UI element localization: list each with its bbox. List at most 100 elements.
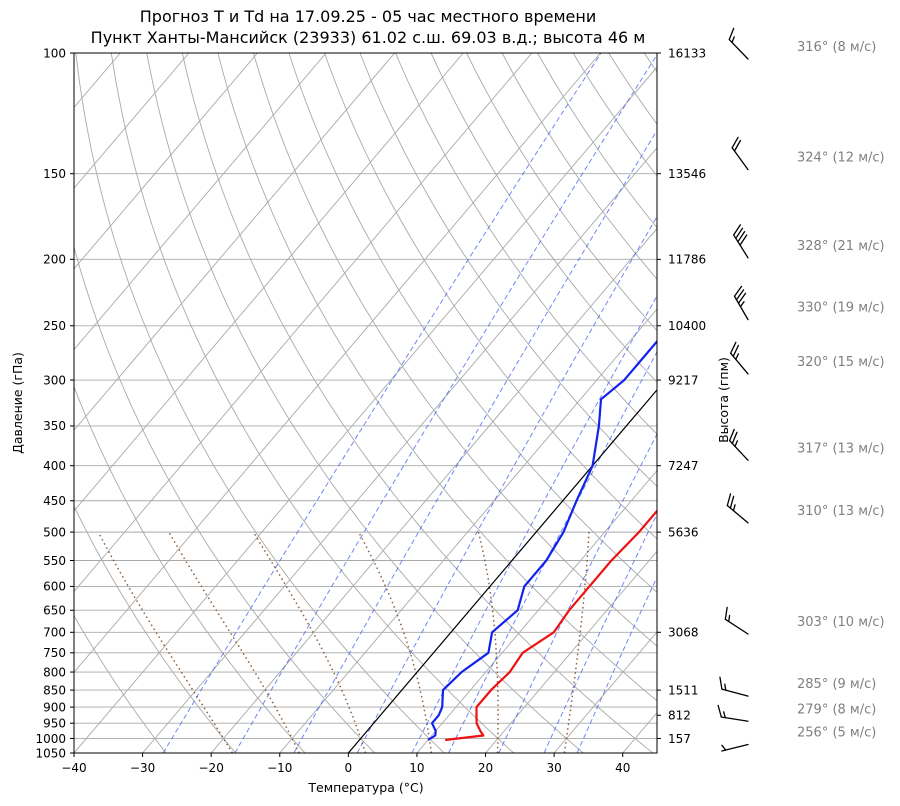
dry-adiabat-line bbox=[75, 53, 445, 753]
dry-adiabat-line bbox=[217, 53, 657, 702]
height-tick-label: 5636 bbox=[668, 525, 699, 539]
dry-adiabat-line bbox=[324, 53, 657, 540]
wind-barb-feather bbox=[734, 440, 739, 448]
mixing-ratio-line bbox=[293, 129, 657, 753]
wind-barb-feather bbox=[726, 493, 732, 507]
background-lines bbox=[74, 53, 657, 753]
moist-adiabat-line bbox=[477, 531, 499, 753]
height-tick-label: 157 bbox=[668, 732, 691, 746]
y-tick-label: 350 bbox=[43, 419, 66, 433]
isotherm-line bbox=[74, 53, 601, 674]
wind-barb-feather bbox=[739, 301, 745, 308]
wind-barb bbox=[719, 676, 749, 697]
y-tick-label: 200 bbox=[43, 253, 66, 267]
wind-barb bbox=[728, 428, 749, 461]
x-tick-label: 0 bbox=[345, 761, 353, 775]
temperature-line bbox=[445, 509, 657, 742]
wind-barb bbox=[733, 224, 749, 259]
wind-label: 256° (5 м/с) bbox=[797, 725, 876, 740]
wind-barb bbox=[724, 606, 749, 635]
moist-adiabat-line bbox=[563, 532, 590, 753]
isotherm-line bbox=[74, 53, 327, 351]
wind-barb-feather bbox=[732, 504, 736, 512]
wind-barb bbox=[721, 743, 749, 752]
mixing-ratio-line bbox=[234, 53, 657, 753]
y-tick-label: 600 bbox=[43, 580, 66, 594]
y-tick-label: 450 bbox=[43, 494, 66, 508]
wind-barb-feather bbox=[733, 285, 743, 297]
wind-label: 310° (13 м/с) bbox=[797, 504, 885, 519]
wind-barb bbox=[733, 285, 749, 321]
y-tick-label: 150 bbox=[43, 167, 66, 181]
mixing-ratio-line bbox=[162, 53, 602, 753]
axes: −40 −30 −20 −10 0 10 20 30 40 100 150 200 250 300 350 4… bbox=[35, 46, 706, 775]
y-tick-label: 1000 bbox=[35, 732, 66, 746]
height-tick-label: 812 bbox=[668, 709, 691, 723]
dry-adiabat-line bbox=[74, 505, 236, 753]
dry-adiabat-line bbox=[359, 53, 657, 487]
mixing-ratio-line bbox=[356, 215, 657, 753]
wind-barb bbox=[726, 493, 749, 524]
zero-isotherm-line bbox=[347, 388, 657, 753]
y-tick-label: 850 bbox=[43, 683, 66, 697]
isotherm-line bbox=[74, 53, 258, 270]
moist-adiabat-line bbox=[252, 531, 367, 753]
wind-barb-feather bbox=[732, 344, 740, 357]
y-tick-label: 250 bbox=[43, 319, 66, 333]
wind-barb-feather bbox=[733, 139, 742, 152]
y-tick-label: 900 bbox=[43, 700, 66, 714]
isotherm-line bbox=[416, 469, 657, 753]
y-tick-label: 500 bbox=[43, 525, 66, 539]
height-tick-label: 7247 bbox=[668, 459, 699, 473]
y-tick-label: 550 bbox=[43, 554, 66, 568]
wind-label: 324° (12 м/с) bbox=[797, 151, 885, 166]
wind-label: 317° (13 м/с) bbox=[797, 441, 885, 456]
wind-column: 316° (8 м/с) 324° (12 м/с) 328° (21 м/с) 33… bbox=[717, 27, 885, 752]
height-tick-label: 11786 bbox=[668, 253, 706, 267]
isotherm-line bbox=[210, 227, 657, 753]
wind-barb-feather bbox=[731, 36, 735, 44]
plot-frame bbox=[73, 52, 658, 754]
x-tick-label: 40 bbox=[615, 761, 630, 775]
isotherm-line bbox=[74, 53, 533, 593]
x-tick-label: 10 bbox=[409, 761, 424, 775]
dry-adiabat-line bbox=[74, 614, 167, 753]
wind-barb-feather bbox=[731, 431, 738, 445]
y-tick-label: 700 bbox=[43, 626, 66, 640]
dry-adiabat-line bbox=[430, 53, 657, 383]
x-tick-label: −30 bbox=[130, 761, 155, 775]
moist-adiabat-line bbox=[168, 531, 300, 753]
wind-label: 330° (19 м/с) bbox=[797, 301, 885, 316]
dry-adiabat-line bbox=[181, 53, 654, 753]
dry-adiabat-line bbox=[146, 53, 584, 753]
y-tick-label: 950 bbox=[43, 717, 66, 731]
wind-barb-feather bbox=[735, 353, 740, 360]
height-tick-label: 13546 bbox=[668, 167, 706, 181]
dry-adiabat-line bbox=[74, 245, 376, 753]
height-tick-label: 10400 bbox=[668, 319, 706, 333]
y-tick-label: 400 bbox=[43, 459, 66, 473]
wind-barb-feather bbox=[739, 234, 748, 246]
isotherm-line bbox=[553, 631, 657, 753]
dry-adiabat-line bbox=[395, 53, 657, 435]
isotherm-line bbox=[485, 550, 657, 753]
wind-barb-feather bbox=[719, 676, 723, 690]
wind-barb-feather bbox=[735, 227, 744, 239]
x-tick-label: −10 bbox=[267, 761, 292, 775]
dry-adiabat-line bbox=[252, 53, 657, 647]
x-tick-label: −40 bbox=[61, 761, 86, 775]
isotherm-line bbox=[74, 53, 395, 431]
wind-barb-feather bbox=[724, 606, 728, 620]
dry-adiabat-line bbox=[288, 53, 657, 593]
wind-barb-feather bbox=[733, 224, 742, 236]
wind-label: 285° (9 м/с) bbox=[797, 677, 876, 692]
isotherm-line bbox=[74, 66, 657, 753]
wind-barb-feather bbox=[724, 683, 727, 691]
y-tick-label: 750 bbox=[43, 646, 66, 660]
profile-lines bbox=[427, 339, 657, 742]
x-tick-label: 30 bbox=[546, 761, 561, 775]
mixing-ratio-line bbox=[448, 350, 657, 753]
wind-barb-feather bbox=[723, 711, 726, 719]
wind-barb-feather bbox=[729, 495, 735, 509]
